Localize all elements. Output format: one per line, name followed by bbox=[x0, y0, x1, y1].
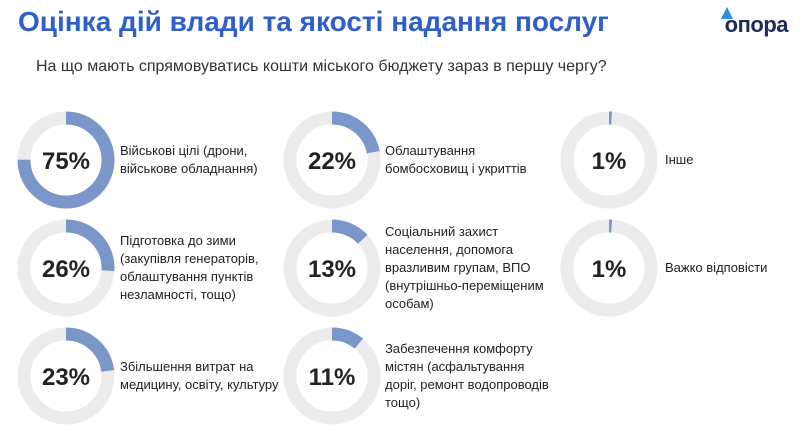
donut-arc bbox=[17, 111, 115, 209]
value-label: 22% bbox=[308, 148, 356, 175]
value-label: 1% bbox=[592, 148, 627, 175]
donut-arc bbox=[283, 327, 381, 425]
category-label: Підготовка до зими (закупівля генераторі… bbox=[120, 233, 259, 302]
value-label: 23% bbox=[42, 364, 90, 391]
donut: 26% bbox=[17, 219, 115, 317]
category-label: Соціальний захист населення, допомога вр… bbox=[385, 224, 544, 311]
donut-arc bbox=[17, 327, 115, 425]
category-label: Облаштування бомбосховищ і укриттів bbox=[385, 143, 527, 176]
subtitle: На що мають спрямовуватись кошти міськог… bbox=[36, 58, 607, 75]
donut-arc bbox=[283, 219, 381, 317]
value-label: 1% bbox=[592, 256, 627, 283]
donut: 1% bbox=[560, 219, 658, 317]
value-label: 13% bbox=[308, 256, 356, 283]
value-label: 11% bbox=[309, 364, 356, 391]
donut-arc bbox=[560, 219, 658, 317]
value-label: 75% bbox=[42, 148, 90, 175]
category-label: Збільшення витрат на медицину, освіту, к… bbox=[120, 359, 279, 392]
logo: опора bbox=[724, 12, 789, 37]
value-label: 26% bbox=[42, 256, 90, 283]
title: Оцінка дій влади та якості надання послу… bbox=[18, 6, 609, 37]
category-label: Забезпечення комфорту містян (асфальтува… bbox=[385, 341, 549, 410]
donut: 11% bbox=[283, 327, 381, 425]
donut: 23% bbox=[17, 327, 115, 425]
donut: 22% bbox=[283, 111, 381, 209]
donut: 75% bbox=[17, 111, 115, 209]
donut: 13% bbox=[283, 219, 381, 317]
donut-arc bbox=[17, 219, 115, 317]
logo-mark bbox=[721, 7, 733, 19]
category-label: Військові цілі (дрони, військове обладна… bbox=[120, 143, 258, 176]
donut: 1% bbox=[560, 111, 658, 209]
donut-arc bbox=[283, 111, 381, 209]
category-label: Інше bbox=[665, 152, 694, 167]
donut-arc bbox=[560, 111, 658, 209]
category-label: Важко відповісти bbox=[665, 260, 768, 275]
